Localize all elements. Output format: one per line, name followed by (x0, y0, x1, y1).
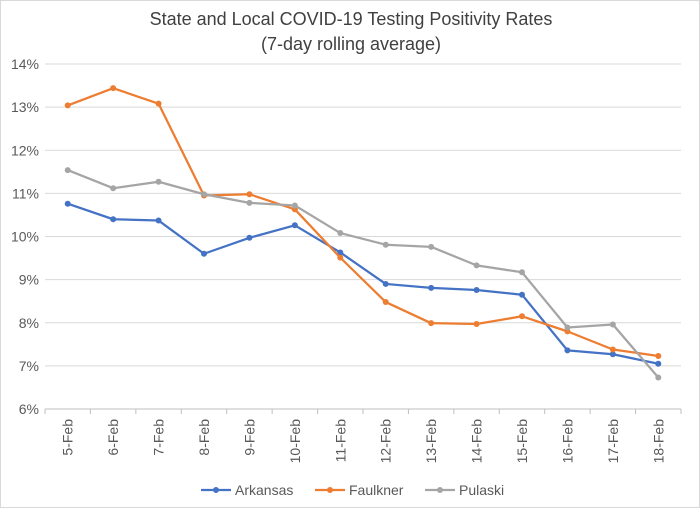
x-tick-label: 5-Feb (60, 419, 76, 456)
data-point (382, 280, 389, 287)
data-point (155, 217, 162, 224)
data-point (155, 100, 162, 107)
data-point (110, 185, 117, 192)
x-tick-label: 17-Feb (605, 419, 621, 464)
y-tick-label: 13% (11, 99, 39, 115)
data-point (246, 234, 253, 241)
legend-swatch-marker (327, 487, 333, 493)
x-tick-label: 12-Feb (378, 419, 394, 464)
x-axis-ticks: 5-Feb 6-Feb 7-Feb 8-Feb 9-Feb 10-Feb 11-Feb 12-… (44, 409, 682, 464)
data-point (473, 321, 480, 328)
data-point (201, 250, 207, 257)
x-tick-label: 15-Feb (514, 419, 530, 464)
data-point (655, 352, 662, 359)
x-tick-label: 14-Feb (469, 419, 485, 464)
x-tick-label: 13-Feb (423, 419, 439, 464)
chart-subtitle: (7-day rolling average) (260, 34, 442, 54)
series-pulaski (64, 167, 662, 381)
data-point (201, 191, 207, 198)
x-tick-label: 16-Feb (559, 419, 575, 464)
data-point (291, 222, 298, 229)
data-point (246, 191, 253, 198)
data-point (64, 200, 71, 207)
data-point (428, 284, 435, 291)
series-line (67, 87, 659, 358)
series-line (67, 169, 660, 379)
data-point (246, 199, 253, 206)
data-point (428, 243, 435, 250)
series-arkansas (64, 200, 662, 367)
legend-label: Pulaski (459, 482, 504, 498)
x-tick-label: 6-Feb (105, 419, 121, 456)
data-point (155, 178, 162, 185)
data-point (110, 85, 117, 92)
data-point (655, 360, 662, 367)
data-point (337, 249, 344, 256)
legend-item-pulaski: Pulaski (425, 482, 504, 498)
legend-label: Arkansas (235, 482, 293, 498)
data-point (337, 254, 344, 261)
legend-item-arkansas: Arkansas (201, 482, 293, 498)
data-point (428, 320, 435, 327)
data-point (519, 269, 525, 276)
series-line (67, 202, 659, 365)
data-point (473, 286, 480, 293)
y-tick-label: 8% (19, 315, 39, 331)
x-tick-label: 10-Feb (287, 419, 303, 464)
data-point (609, 351, 616, 358)
y-tick-label: 9% (19, 272, 39, 288)
data-point (655, 374, 662, 381)
y-tick-label: 6% (19, 401, 39, 417)
y-tick-label: 12% (11, 142, 39, 158)
data-point (110, 216, 117, 223)
x-tick-label: 7-Feb (151, 419, 167, 456)
data-point (473, 262, 480, 269)
y-tick-label: 7% (19, 358, 39, 374)
data-point (609, 346, 616, 353)
data-point (519, 313, 525, 320)
series-lines (64, 85, 662, 381)
data-point (519, 291, 525, 298)
data-point (382, 241, 389, 248)
x-tick-label: 11-Feb (332, 419, 348, 463)
y-tick-label: 14% (11, 56, 39, 72)
data-point (382, 299, 389, 306)
x-tick-label: 8-Feb (196, 419, 212, 456)
data-point (64, 102, 71, 109)
legend-swatch-marker (213, 487, 219, 493)
legend-swatch-marker (437, 487, 443, 493)
data-point (564, 347, 571, 354)
y-tick-label: 11% (12, 185, 39, 201)
data-point (64, 167, 71, 174)
x-tick-label: 18-Feb (650, 419, 666, 464)
chart-title: State and Local COVID-19 Testing Positiv… (149, 9, 553, 29)
x-tick-label: 9-Feb (241, 419, 257, 456)
legend-label: Faulkner (349, 482, 404, 498)
y-tick-label: 10% (11, 229, 39, 245)
y-axis-ticks: 6% 7% 8% 9% 10% 11% 12% 13% 14% (11, 56, 39, 417)
legend: Arkansas Faulkner Pulaski (201, 482, 504, 498)
data-point (564, 324, 571, 331)
gridlines (45, 63, 681, 410)
legend-item-faulkner: Faulkner (315, 482, 404, 498)
data-point (337, 230, 344, 237)
data-point (291, 202, 298, 209)
series-faulkner (64, 85, 662, 359)
data-point (609, 321, 616, 328)
